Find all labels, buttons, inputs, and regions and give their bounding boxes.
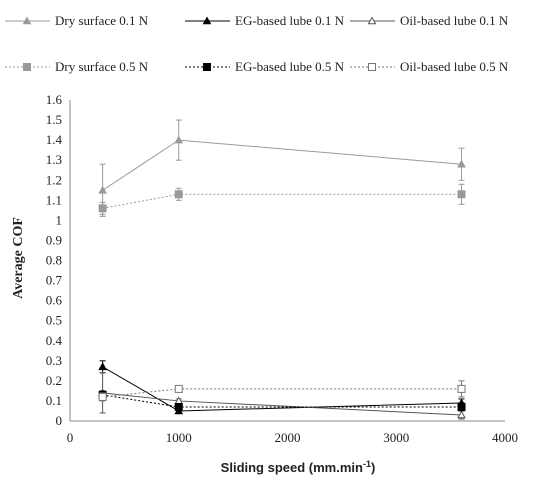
x-tick-labels: 0 1000 2000 3000 4000: [67, 430, 518, 445]
data-point-marker: [98, 185, 107, 194]
legend-label: Dry surface 0.5 N: [55, 59, 149, 74]
y-tick-label: 0.2: [46, 373, 62, 388]
series-line: [102, 139, 462, 191]
y-tick-label: 0.9: [46, 232, 62, 247]
data-point-marker: [367, 16, 377, 25]
legend-label: EG-based lube 0.1 N: [235, 13, 345, 28]
y-tick-label: 0.6: [46, 293, 63, 308]
data-point-marker: [174, 190, 183, 199]
x-tick-label: 0: [67, 430, 74, 445]
y-tick-label: 0: [56, 413, 63, 428]
x-tick-label: 4000: [492, 430, 518, 445]
x-axis-label-sup: -1: [363, 459, 371, 469]
data-point-marker: [203, 63, 211, 71]
data-point-marker: [457, 410, 466, 419]
data-point-marker: [457, 402, 466, 411]
series-layer: [98, 119, 466, 420]
x-tick-label: 1000: [166, 430, 192, 445]
y-tick-label: 1.5: [46, 112, 62, 127]
legend-label: Oil-based lube 0.5 N: [400, 59, 509, 74]
series-line: [102, 388, 462, 398]
data-point-marker: [457, 190, 466, 199]
legend-item: Oil-based lube 0.1 N: [350, 13, 509, 28]
y-tick-label: 1: [56, 212, 63, 227]
y-tick-label: 1.3: [46, 152, 62, 167]
data-point-marker: [174, 402, 183, 411]
data-point-marker: [368, 63, 376, 71]
legend-item: Dry surface 0.5 N: [5, 59, 149, 74]
y-tick-label: 0.7: [46, 273, 63, 288]
x-axis-label-main: Sliding speed (mm.min: [221, 460, 363, 475]
y-tick-label: 0.3: [46, 353, 62, 368]
y-tick-label: 1.4: [46, 132, 63, 147]
axes: [69, 100, 505, 422]
y-tick-label: 0.4: [46, 333, 63, 348]
series-line: [102, 193, 462, 209]
x-tick-label: 3000: [383, 430, 409, 445]
legend-label: Oil-based lube 0.1 N: [400, 13, 509, 28]
legend-item: Oil-based lube 0.5 N: [350, 59, 509, 74]
series-6: [98, 380, 466, 402]
x-tick-label: 2000: [275, 430, 301, 445]
y-axis-label: Average COF: [11, 217, 26, 299]
legend-item: Dry surface 0.1 N: [5, 13, 149, 28]
series-line: [102, 394, 462, 408]
data-point-marker: [98, 362, 107, 371]
series-4: [98, 183, 466, 215]
data-point-marker: [98, 204, 107, 213]
y-tick-labels: 0 0.1 0.2 0.3 0.4 0.5 0.6 0.7 0.8 0.9 1 1.1 1.2 1.3 1.…: [46, 92, 63, 428]
legend-item: EG-based lube 0.5 N: [185, 59, 345, 74]
legend-item: EG-based lube 0.1 N: [185, 13, 345, 28]
y-tick-label: 1.2: [46, 172, 62, 187]
data-point-marker: [457, 384, 466, 393]
legend-label: Dry surface 0.1 N: [55, 13, 149, 28]
y-tick-label: 1.6: [46, 92, 63, 107]
data-point-marker: [98, 392, 107, 401]
y-tick-label: 1.1: [46, 192, 62, 207]
data-point-marker: [174, 135, 184, 144]
legend-label: EG-based lube 0.5 N: [235, 59, 345, 74]
series-3: [98, 372, 466, 420]
data-point-marker: [22, 16, 32, 25]
data-point-marker: [174, 384, 183, 393]
y-tick-label: 0.8: [46, 253, 62, 268]
series-1: [98, 119, 466, 217]
data-point-marker: [23, 63, 31, 71]
data-point-marker: [457, 159, 466, 168]
data-point-marker: [202, 16, 212, 25]
y-tick-label: 0.5: [46, 313, 62, 328]
y-tick-label: 0.1: [46, 393, 62, 408]
series-line: [102, 392, 462, 416]
legend: Dry surface 0.1 N EG-based lube 0.1 N Oil-…: [5, 13, 509, 74]
x-axis-label: Sliding speed (mm.min-1): [221, 459, 376, 475]
series-5: [98, 390, 466, 412]
x-axis-label-end: ): [371, 460, 375, 475]
